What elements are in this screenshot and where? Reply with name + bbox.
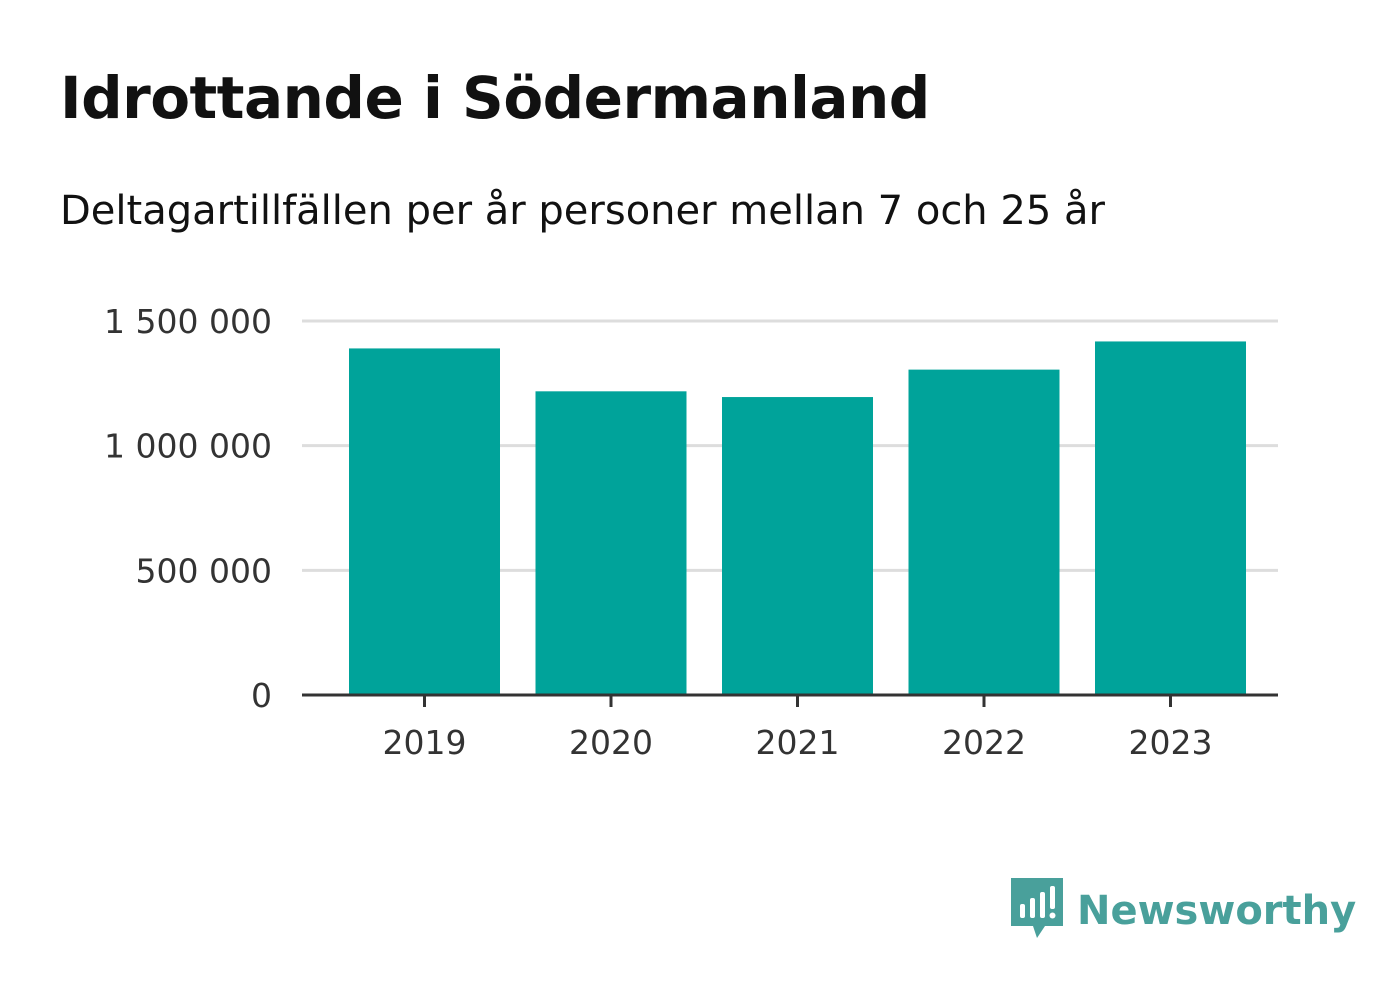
axes — [302, 693, 1278, 707]
y-tick-label: 0 — [251, 676, 272, 715]
bar-2022 — [908, 369, 1060, 695]
bar-2021 — [722, 397, 873, 695]
x-tick-label: 2023 — [1129, 723, 1213, 762]
x-tick-label: 2021 — [756, 723, 840, 762]
brand-logo: Newsworthy — [1011, 878, 1356, 944]
chart-title: Idrottande i Södermanland — [60, 64, 930, 132]
bars — [349, 341, 1246, 695]
bar-2019 — [349, 348, 500, 695]
x-tick-label: 2020 — [569, 723, 653, 762]
x-tick-label: 2019 — [383, 723, 467, 762]
bar-2020 — [535, 391, 687, 695]
y-tick-label: 1 500 000 — [104, 302, 272, 341]
tick-labels: 0 500 000 1 000 000 1 500 000 2019 2020 2021 20… — [104, 302, 1212, 762]
brand-name: Newsworthy — [1077, 888, 1357, 934]
chart-subtitle: Deltagartillfällen per år personer mella… — [60, 188, 1105, 234]
y-tick-label: 1 000 000 — [104, 427, 272, 466]
newsworthy-logo-icon — [1011, 878, 1063, 944]
x-tick-label: 2022 — [942, 723, 1026, 762]
y-tick-label: 500 000 — [136, 551, 272, 590]
bar-2023 — [1095, 341, 1246, 695]
